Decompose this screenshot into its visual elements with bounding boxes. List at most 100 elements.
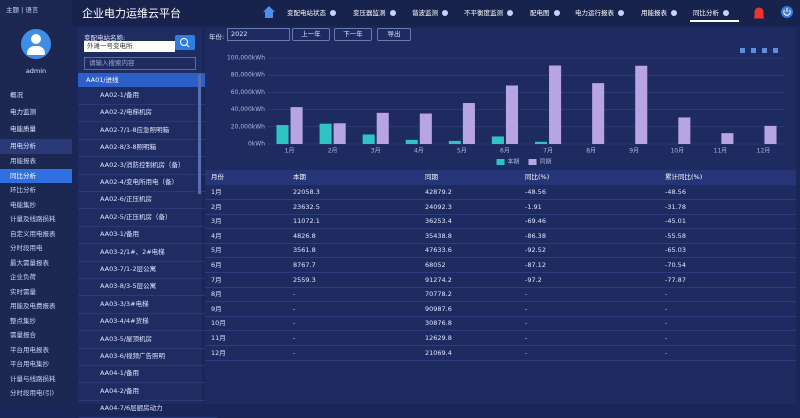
search-input[interactable]: 请输入搜索内容 (84, 57, 196, 70)
chart: 0kWh 20,000kWh 40,000kWh 60,000kWh 80,000kWh… (227, 48, 785, 166)
tree-item[interactable]: AA04-7/6层厨房动力 (78, 400, 218, 418)
submenu-item[interactable]: 企业负荷 (10, 273, 36, 281)
table-cell: 42879.2 (425, 188, 452, 196)
tab-close[interactable] (671, 10, 677, 16)
tree-item[interactable]: AA02-3/消防控制机房（备） (78, 157, 218, 175)
tab-close[interactable] (330, 10, 336, 16)
menu-item[interactable]: 用电分析 (0, 139, 72, 154)
x-tick-label: 6月 (500, 148, 510, 155)
submenu-item[interactable]: 平台用电报表 (10, 345, 49, 354)
search-button[interactable] (175, 35, 195, 50)
table-cell: -70.54 (665, 261, 686, 269)
tab-close[interactable] (507, 10, 513, 16)
table-cell: 68052 (425, 261, 446, 269)
y-tick-label: 0kWh (248, 141, 265, 148)
tab-close[interactable] (389, 10, 396, 16)
station-input[interactable]: 外滩一号变电所 (84, 41, 175, 52)
menu-item[interactable]: 概况 (10, 91, 23, 99)
top-links[interactable]: 主题 | 语言 (6, 6, 39, 14)
submenu-item[interactable]: 实时需量 (10, 287, 36, 296)
x-tick-label: 5月 (457, 148, 467, 155)
tab[interactable]: 变配电站状态 (284, 7, 347, 20)
export-button[interactable]: 导出 (377, 28, 411, 41)
tree-item[interactable]: AA02-6/正压机房 (78, 191, 218, 210)
tree-item[interactable]: AA04-2/备用 (78, 383, 218, 401)
submenu-item[interactable]: 环比分析 (10, 186, 36, 194)
tree-item[interactable]: AA03-3/3#电梯 (78, 296, 218, 314)
table-row: 10月 - 30876.8 - - (205, 316, 796, 332)
tree-item[interactable]: AA03-8/3-5层公寓 (78, 278, 218, 297)
bar (362, 134, 375, 144)
tab[interactable]: 谐波监测 (409, 7, 458, 20)
avatar-body (27, 46, 45, 55)
tab[interactable]: 配电图 (527, 7, 569, 20)
year-input[interactable]: 2022 (227, 28, 290, 41)
table-cell: 22058.3 (293, 188, 320, 196)
bar (721, 133, 734, 144)
table-cell: - (665, 290, 668, 299)
submenu-item[interactable]: 电能集抄 (10, 200, 36, 209)
tree-item[interactable]: AA03-1/备用 (78, 226, 218, 245)
tree-root[interactable]: AA01/进线 (78, 73, 206, 87)
tree-item[interactable]: AA03-4/4#货梯 (78, 313, 218, 332)
tab-close[interactable] (723, 10, 729, 16)
tree-item[interactable]: AA03-6/视频广告照明 (78, 348, 218, 366)
table-cell: 3561.8 (293, 246, 316, 255)
table-cell: 30876.8 (425, 319, 452, 328)
submenu-item[interactable]: 平台用电集抄 (10, 360, 49, 368)
submenu-item[interactable]: 分时段用电(引) (10, 389, 55, 397)
bar (376, 112, 389, 144)
tree-item[interactable]: AA02-4/变电所用电（备） (78, 174, 218, 192)
tab[interactable]: 同比分析 (690, 7, 739, 22)
tree-item[interactable]: AA03-2/1#、2#电梯 (78, 244, 218, 262)
submenu-item[interactable]: 用能及电费报表 (10, 302, 56, 310)
chart-tools[interactable] (740, 48, 778, 53)
tree-item[interactable]: AA02-5/正压机房（备） (78, 209, 218, 227)
tree-item[interactable]: AA04-1/备用 (78, 365, 218, 384)
table-row: 12月 - 21069.4 - - (205, 346, 796, 361)
submenu-item[interactable]: 计量与线路损耗 (10, 374, 56, 383)
tree-item[interactable]: AA03-7/1-2层公寓 (78, 261, 218, 279)
submenu-item[interactable]: 用能报表 (10, 157, 36, 165)
table-cell: - (525, 290, 528, 299)
prev-year-button[interactable]: 上一年 (292, 28, 330, 41)
tree-item[interactable]: AA02-1/备用 (78, 87, 218, 105)
submenu-item[interactable]: 需量报合 (10, 331, 36, 339)
home-icon[interactable] (262, 5, 276, 19)
legend-label: 同期 (540, 158, 552, 166)
tab[interactable]: 电力运行报表 (572, 7, 635, 20)
tab[interactable]: 不平衡度监测 (461, 7, 524, 20)
tree-item[interactable]: AA02-8/3-8照明箱 (78, 139, 218, 158)
table-cell: -31.78 (665, 202, 686, 211)
tab-close[interactable] (442, 10, 448, 16)
submenu-item[interactable]: 自定义用电报表 (10, 229, 56, 238)
avatar-head (31, 34, 41, 44)
menu-item[interactable]: 电力监测 (10, 108, 36, 116)
bar (462, 103, 475, 144)
tree-item[interactable]: AA03-5/屋顶机房 (78, 331, 218, 349)
tab[interactable]: 变压器监测 (350, 7, 406, 20)
y-tick-label: 20,000kWh (231, 123, 265, 130)
table-row: 11月 - 12629.8 - - (205, 331, 796, 346)
bar (333, 123, 346, 144)
power-icon[interactable] (780, 5, 794, 19)
submenu-item[interactable]: 最大需量报表 (10, 258, 49, 267)
alarm-icon[interactable] (752, 6, 766, 20)
submenu-item[interactable]: 计量及线路损耗 (10, 215, 56, 223)
submenu-item[interactable]: 同比分析 (0, 168, 72, 183)
bar (319, 123, 332, 144)
table-cell: - (525, 334, 528, 342)
tree-item[interactable]: AA02-7/1-8应急照明箱 (78, 122, 218, 140)
submenu-item[interactable]: 分时段用电 (10, 244, 43, 252)
tab-close[interactable] (618, 10, 624, 16)
bar (534, 141, 548, 144)
tree-item[interactable]: AA02-2/电梯机房 (78, 104, 218, 123)
tab[interactable]: 用能报表 (638, 7, 687, 20)
next-year-button[interactable]: 下一年 (334, 28, 372, 41)
table-cell: - (293, 348, 296, 357)
submenu-item[interactable]: 整点集抄 (10, 316, 36, 325)
table-row: 9月 - 90987.6 - - (205, 302, 796, 317)
menu-item[interactable]: 电能质量 (10, 125, 36, 133)
tab-close[interactable] (553, 10, 560, 16)
table-cell: -45.01 (665, 217, 686, 226)
